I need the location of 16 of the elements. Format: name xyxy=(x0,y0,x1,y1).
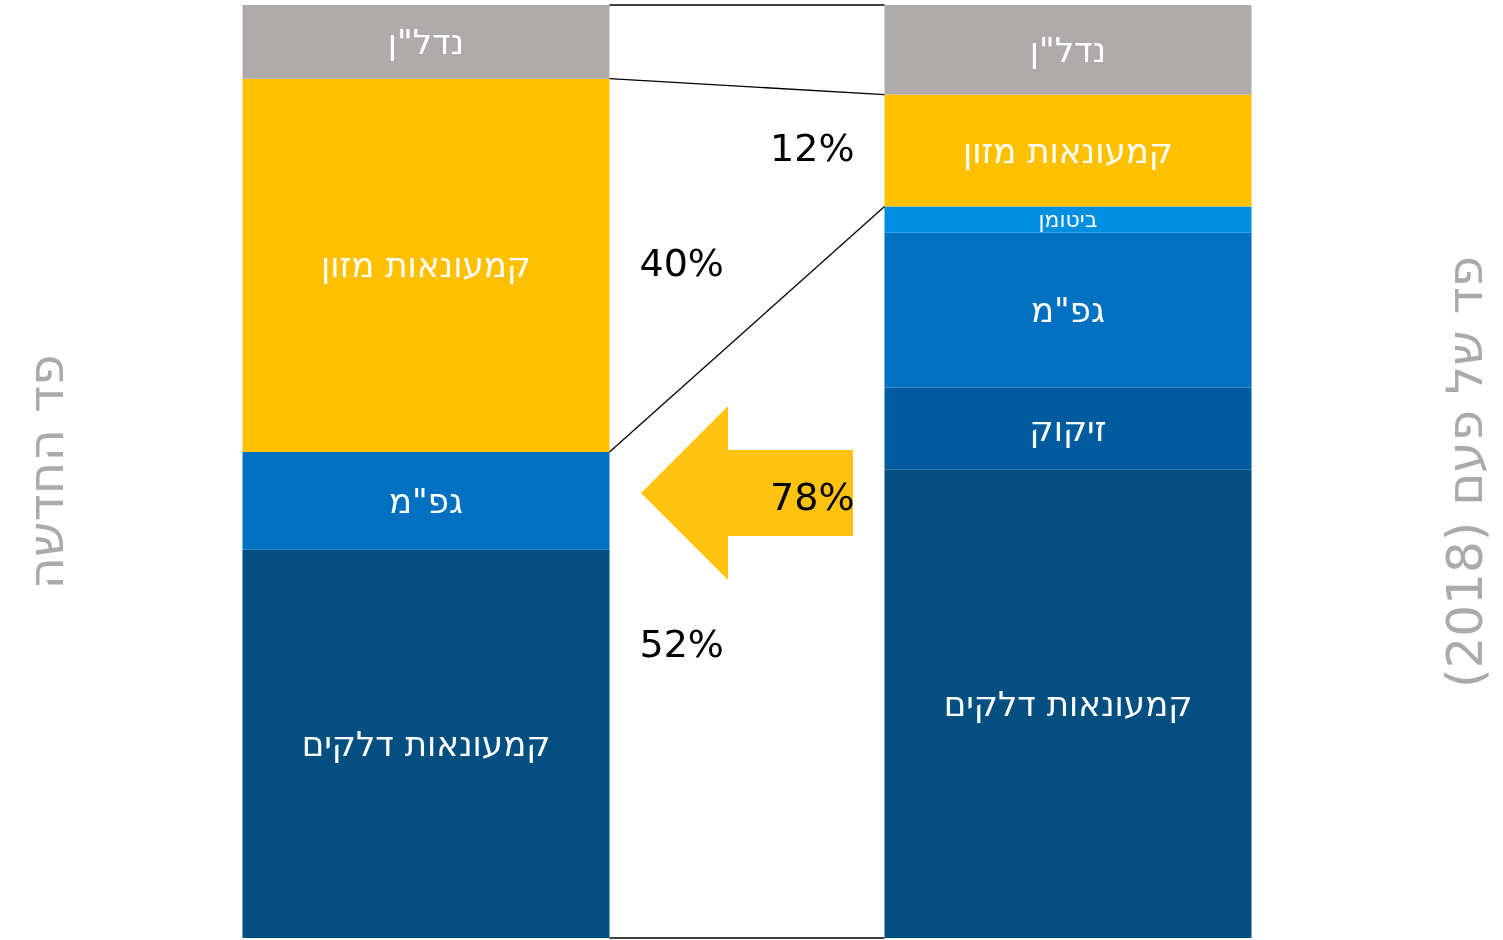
text: נדל"ן xyxy=(1029,29,1107,70)
annotation: 52% xyxy=(639,621,724,666)
series-label: זיקוק xyxy=(1029,408,1107,449)
annotation: 78% xyxy=(770,474,855,519)
text: קמעונאות דלקים xyxy=(943,683,1193,724)
text: קמעונאות מזון xyxy=(321,245,531,286)
series-label: ביטומן xyxy=(1038,207,1098,233)
series-label: קמעונאות דלקים xyxy=(301,723,551,764)
annotation: 40% xyxy=(639,240,724,285)
x-tick-label: פד של פעם (2018) xyxy=(1436,255,1495,688)
text: גפ"מ xyxy=(1031,290,1105,331)
x-tick-label: פד החדשה xyxy=(16,353,75,590)
annotation: 12% xyxy=(770,126,855,171)
series-label: נדל"ן xyxy=(387,21,465,62)
series-label: קמעונאות מזון xyxy=(963,130,1173,171)
series-label: גפ"מ xyxy=(389,480,463,521)
